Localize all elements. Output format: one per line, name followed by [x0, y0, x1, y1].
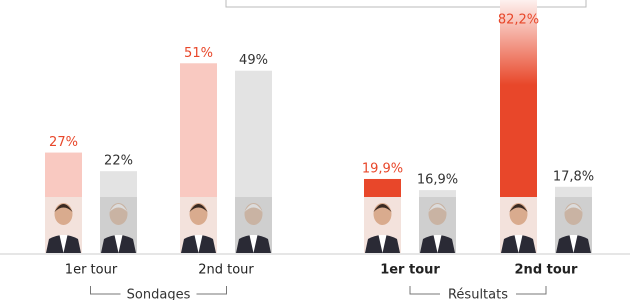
value-label: 82,2%	[498, 13, 539, 28]
value-label: 19,9%	[362, 161, 403, 176]
portrait	[45, 197, 82, 253]
chart: 27% 22% 1er tour 51% 49% 2nd tour Sondages 19,9…	[0, 0, 630, 300]
category-label: 2nd tour	[515, 263, 579, 278]
portrait	[180, 197, 217, 253]
value-label: 51%	[184, 46, 213, 61]
value-label: 17,8%	[553, 169, 594, 184]
value-label: 22%	[104, 154, 133, 169]
portrait	[235, 197, 272, 253]
category-label: 1er tour	[380, 263, 440, 278]
category-label: 2nd tour	[198, 263, 254, 278]
group-label: Résultats	[448, 288, 508, 300]
portrait	[555, 197, 592, 253]
value-label: 49%	[239, 53, 268, 68]
portrait	[419, 197, 456, 253]
category-label: 1er tour	[65, 263, 118, 278]
portrait	[500, 197, 537, 253]
portrait	[364, 197, 401, 253]
value-label: 27%	[49, 135, 78, 150]
portrait	[100, 197, 137, 253]
group-label: Sondages	[127, 288, 191, 300]
value-label: 16,9%	[417, 173, 458, 188]
